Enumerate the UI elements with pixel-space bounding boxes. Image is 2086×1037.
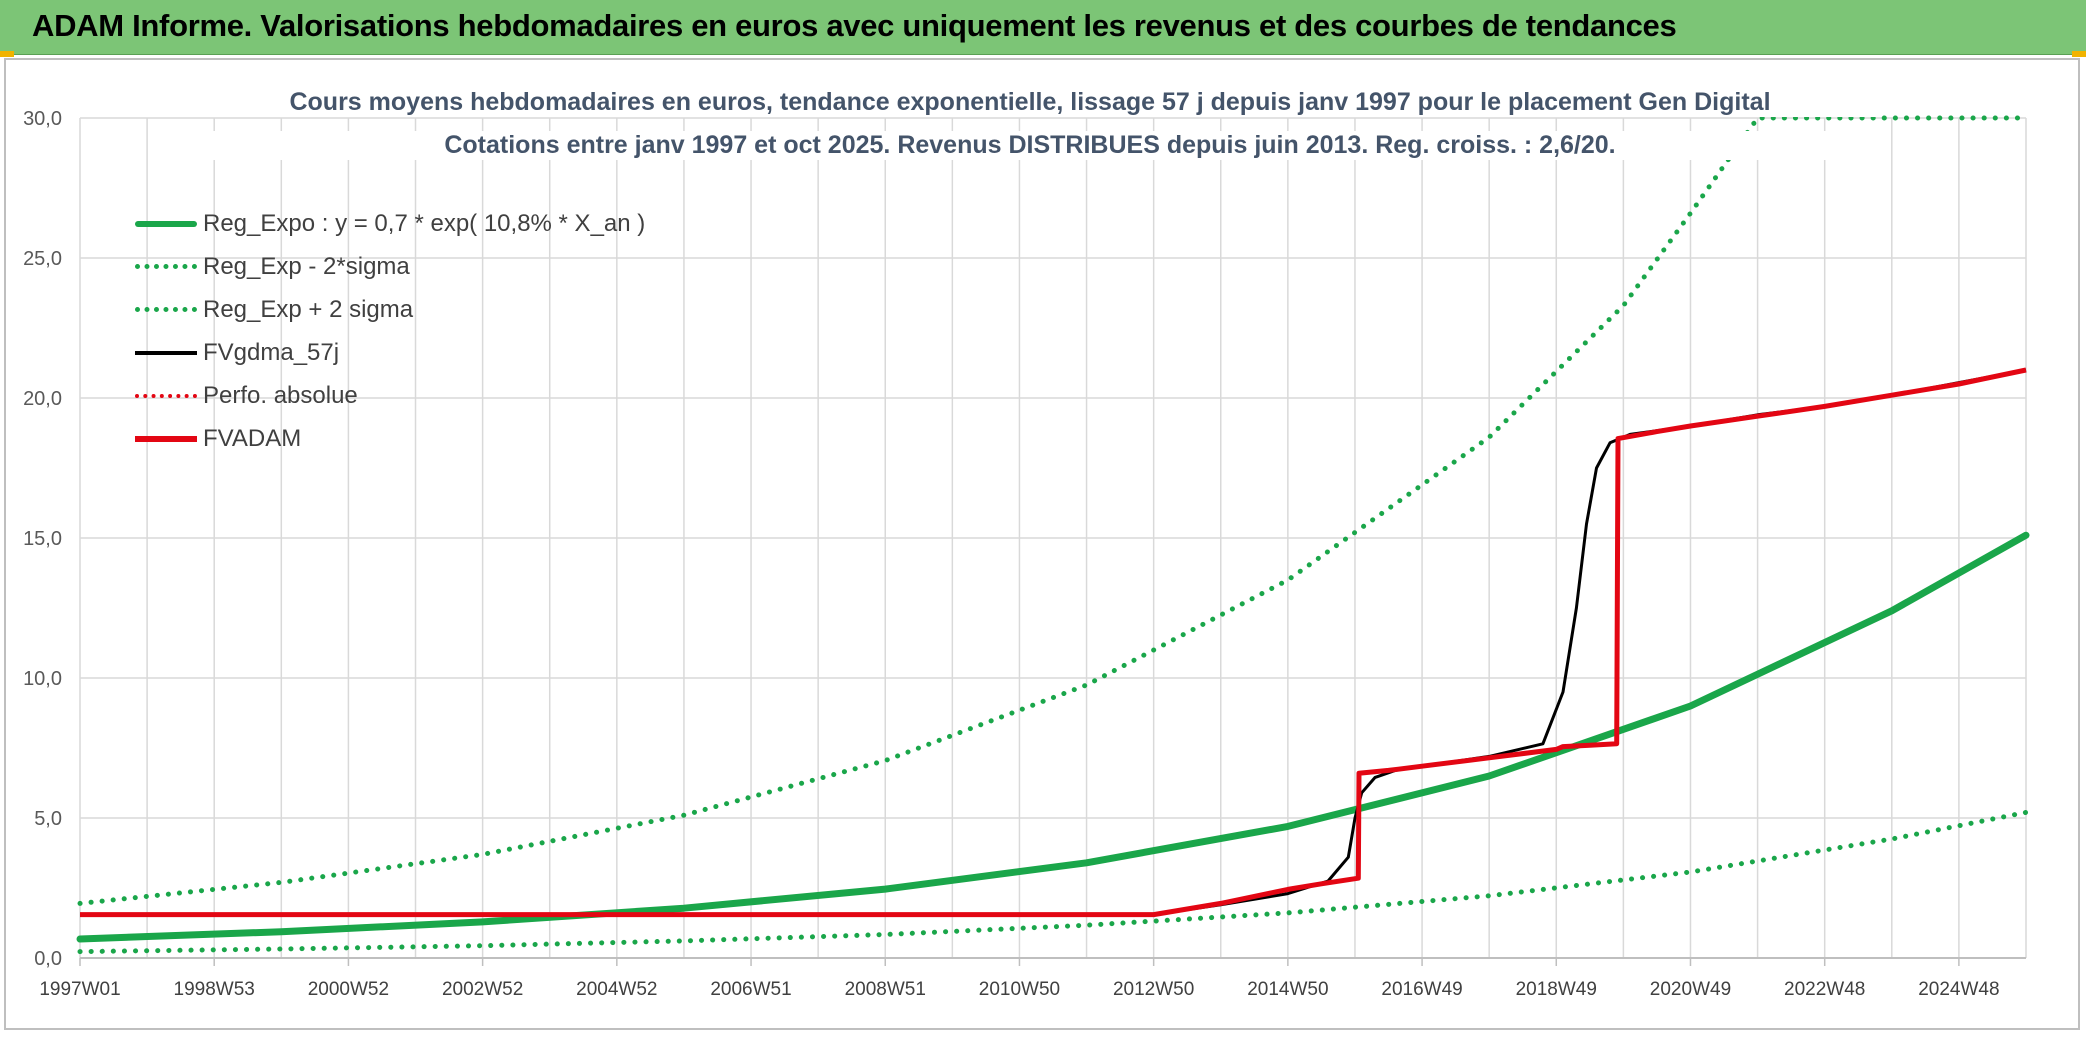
axis-layer: 0,0 5,0 10,0 15,0 20,0 25,0 30,0 1997W01 1998W53… [23, 108, 2026, 1000]
corner-mark-left [0, 51, 14, 57]
legend-label: Reg_Exp + 2 sigma [203, 295, 414, 323]
legend-key-fvgdma [135, 350, 197, 355]
fvadam-line [80, 367, 2027, 918]
y-tick-label: 5,0 [34, 808, 62, 830]
x-tick-label: 2024W48 [1918, 979, 1999, 1000]
legend-key-reg-expo [135, 220, 197, 227]
legend-item-fvadam: FVADAM [135, 417, 645, 460]
x-tick-label: 2000W52 [308, 979, 389, 1000]
legend-label: FVgdma_57j [203, 338, 340, 366]
x-tick-label: 2022W48 [1784, 979, 1865, 1000]
legend-key-fvadam [135, 435, 197, 442]
x-tick-label: 2016W49 [1381, 979, 1462, 1000]
chart-frame [4, 58, 2080, 1030]
legend-label: Reg_Exp - 2*sigma [203, 252, 410, 280]
y-tick-label: 0,0 [34, 948, 62, 970]
legend-label: Reg_Expo : y = 0,7 * exp( 10,8% * X_an ) [203, 209, 646, 237]
x-tick-label: 2002W52 [442, 979, 523, 1000]
y-tick-label: 15,0 [23, 528, 62, 550]
x-tick-label: 2004W52 [576, 979, 657, 1000]
legend-item-reg-exp-minus: Reg_Exp - 2*sigma [135, 245, 645, 288]
x-tick-label: 2012W50 [1113, 979, 1194, 1000]
legend-item-reg-expo: Reg_Expo : y = 0,7 * exp( 10,8% * X_an ) [135, 202, 645, 245]
y-tick-label: 20,0 [23, 388, 62, 410]
grid-layer [79, 117, 2027, 959]
legend-item-reg-exp-plus: Reg_Exp + 2 sigma [135, 288, 645, 331]
x-tick-label: 2010W50 [979, 979, 1060, 1000]
legend-label: FVADAM [203, 424, 302, 452]
chart-legend: Reg_Expo : y = 0,7 * exp( 10,8% * X_an )… [135, 202, 645, 460]
legend-item-perfo: Perfo. absolue [135, 374, 645, 417]
report-header: ADAM Informe. Valorisations hebdomadaire… [0, 0, 2086, 55]
reg-exp-plus-2sigma-line [77, 115, 2029, 906]
reg-expo-line [76, 531, 2030, 943]
legend-key-perfo [135, 393, 197, 398]
legend-item-fvgdma: FVgdma_57j [135, 331, 645, 374]
y-tick-label: 10,0 [23, 668, 62, 690]
series-layer [76, 115, 2030, 955]
y-tick-label: 30,0 [23, 108, 62, 130]
x-tick-label: 2020W49 [1650, 979, 1731, 1000]
y-tick-label: 25,0 [23, 248, 62, 270]
x-tick-label: 1997W01 [39, 979, 120, 1000]
x-tick-label: 2008W51 [845, 979, 926, 1000]
corner-mark-right [2072, 51, 2086, 57]
x-tick-label: 2018W49 [1516, 979, 1597, 1000]
report-title: ADAM Informe. Valorisations hebdomadaire… [32, 8, 1677, 43]
x-tick-label: 1998W53 [174, 979, 255, 1000]
x-tick-label: 2014W50 [1247, 979, 1328, 1000]
legend-key-reg-exp-plus [135, 307, 197, 312]
legend-label: Perfo. absolue [203, 381, 358, 409]
legend-key-reg-exp-minus [135, 264, 197, 269]
reg-exp-minus-2sigma-line [77, 809, 2029, 955]
x-tick-label: 2006W51 [710, 979, 791, 1000]
chart-title: Cours moyens hebdomadaires en euros, ten… [180, 88, 1880, 117]
chart-subtitle: Cotations entre janv 1997 et oct 2025. R… [180, 131, 1880, 160]
